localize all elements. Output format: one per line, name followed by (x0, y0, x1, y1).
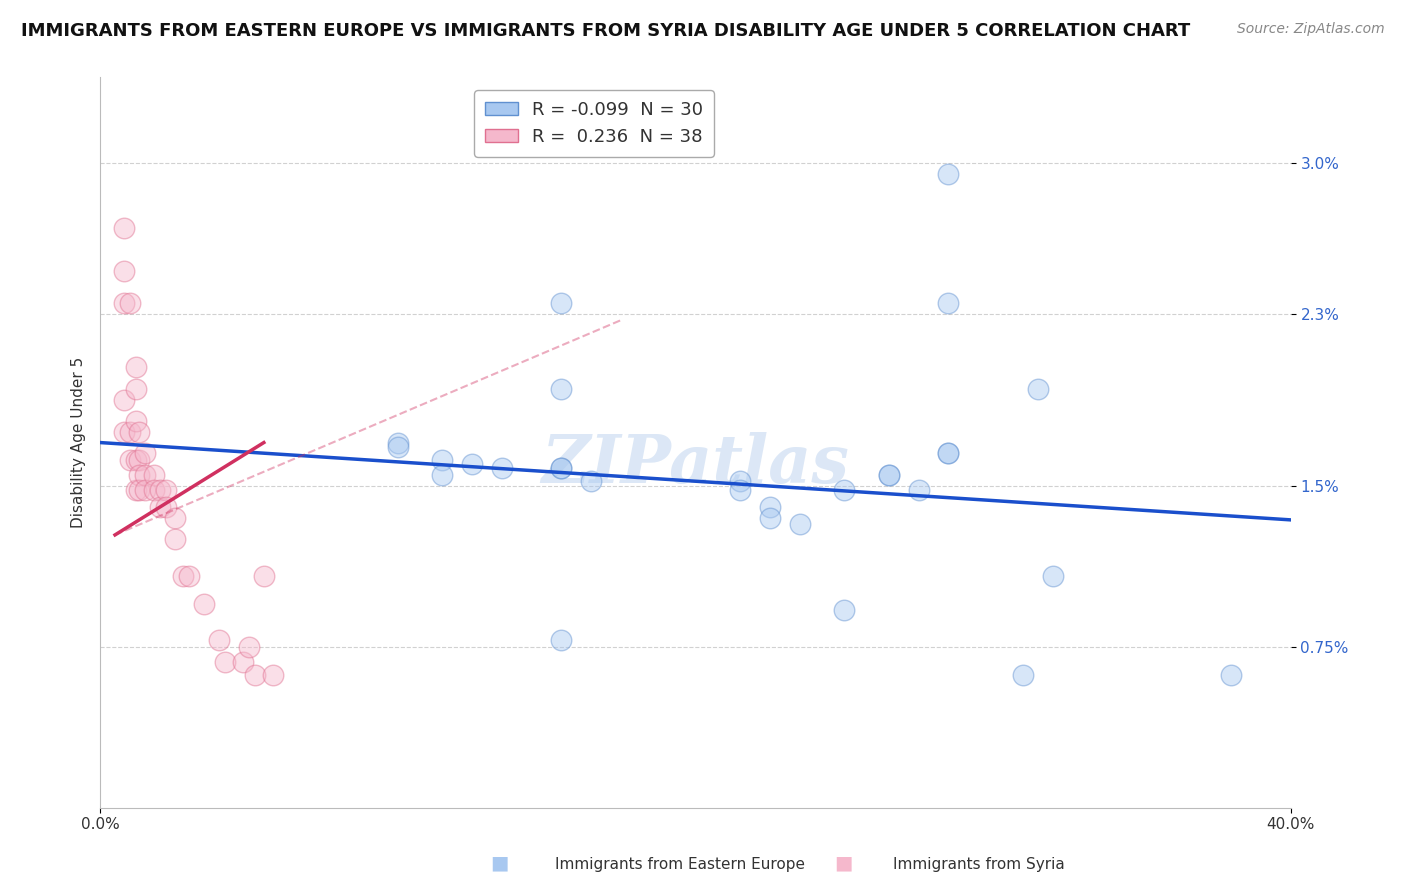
Point (125, 414, 148, 428)
Point (1011, 667, 1033, 681)
Point (163, 532, 186, 546)
Point (238, 640, 260, 654)
Point (232, 655, 254, 669)
Point (118, 296, 141, 310)
Point (125, 360, 148, 375)
Point (907, 483, 929, 497)
Point (149, 483, 172, 497)
Point (581, 474, 603, 488)
Point (112, 425, 135, 439)
Point (193, 597, 215, 611)
Point (243, 667, 266, 681)
Text: IMMIGRANTS FROM EASTERN EUROPE VS IMMIGRANTS FROM SYRIA DISABILITY AGE UNDER 5 C: IMMIGRANTS FROM EASTERN EUROPE VS IMMIGR… (21, 22, 1191, 40)
Point (149, 500, 172, 514)
Text: Immigrants from Syria: Immigrants from Syria (893, 857, 1064, 872)
Point (789, 517, 811, 532)
Legend: R = -0.099  N = 30, R =  0.236  N = 38: R = -0.099 N = 30, R = 0.236 N = 38 (474, 90, 714, 157)
Point (387, 440, 409, 454)
Point (125, 382, 148, 396)
Text: Immigrants from Eastern Europe: Immigrants from Eastern Europe (555, 857, 806, 872)
Point (208, 633, 231, 648)
Point (759, 510, 782, 524)
Point (387, 435, 409, 450)
Point (125, 452, 148, 467)
Point (112, 264, 135, 278)
Point (432, 467, 454, 482)
Point (214, 655, 236, 669)
Text: ■: ■ (834, 854, 853, 872)
Point (128, 425, 150, 439)
Point (938, 446, 960, 460)
Point (1220, 667, 1243, 681)
Point (461, 457, 484, 471)
Text: ZIPatlas: ZIPatlas (541, 432, 849, 497)
Y-axis label: Disability Age Under 5: Disability Age Under 5 (72, 357, 86, 528)
Point (938, 296, 960, 310)
Point (550, 461, 572, 475)
Point (832, 603, 855, 617)
Point (128, 452, 150, 467)
Point (179, 568, 201, 582)
Point (938, 167, 960, 181)
Point (134, 483, 156, 497)
Point (550, 296, 572, 310)
Point (550, 461, 572, 475)
Point (142, 467, 165, 482)
Point (163, 510, 186, 524)
Point (491, 461, 513, 475)
Point (142, 483, 165, 497)
Point (125, 483, 148, 497)
Point (832, 483, 855, 497)
Point (550, 633, 572, 648)
Point (1026, 382, 1049, 396)
Point (1042, 568, 1064, 582)
Point (118, 425, 141, 439)
Point (728, 483, 751, 497)
Text: Source: ZipAtlas.com: Source: ZipAtlas.com (1237, 22, 1385, 37)
Point (112, 296, 135, 310)
Point (118, 452, 141, 467)
Point (253, 568, 276, 582)
Point (877, 467, 900, 482)
Point (128, 467, 150, 482)
Point (134, 446, 156, 460)
Point (432, 452, 454, 467)
Text: ■: ■ (489, 854, 509, 872)
Point (155, 500, 177, 514)
Point (172, 568, 194, 582)
Point (759, 500, 782, 514)
Point (877, 467, 900, 482)
Point (262, 667, 284, 681)
Point (134, 467, 156, 482)
Point (112, 220, 135, 235)
Point (155, 483, 177, 497)
Point (128, 483, 150, 497)
Point (550, 382, 572, 396)
Point (112, 392, 135, 407)
Point (938, 446, 960, 460)
Point (728, 474, 751, 488)
